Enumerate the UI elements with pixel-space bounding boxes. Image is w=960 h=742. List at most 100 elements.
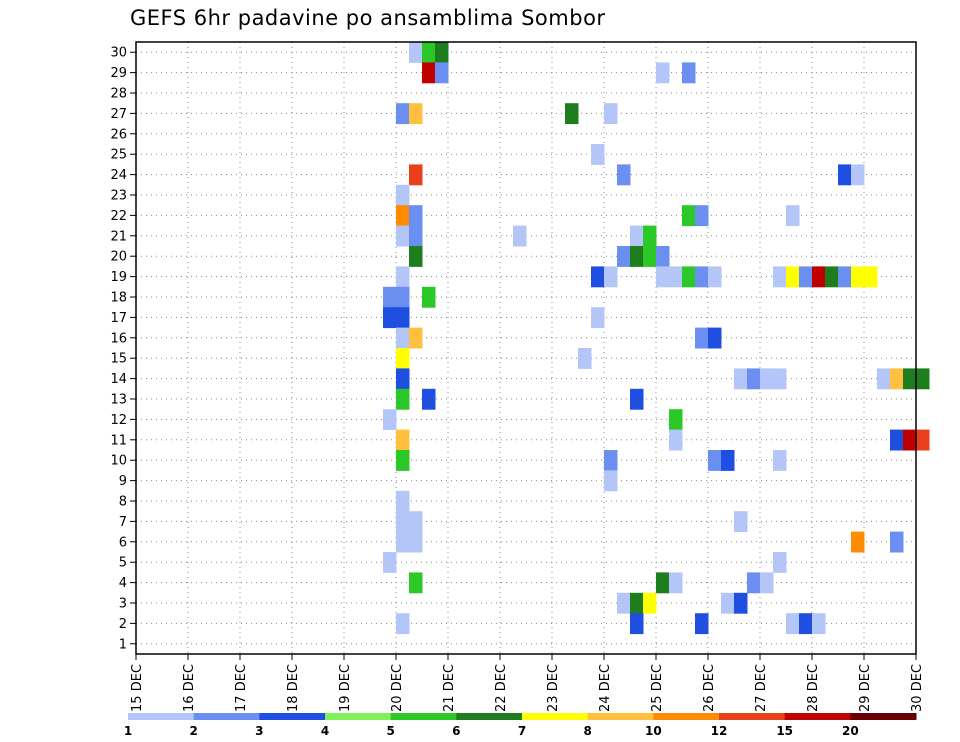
heatmap-cell xyxy=(396,490,410,512)
heatmap-cell xyxy=(695,613,709,635)
heatmap-cell xyxy=(409,572,423,594)
heatmap-cell xyxy=(708,450,722,471)
colorbar-label: 4 xyxy=(321,724,329,738)
heatmap-cell xyxy=(383,307,397,329)
heatmap-cell xyxy=(773,552,787,573)
heatmap-cell xyxy=(851,164,865,186)
heatmap-cell xyxy=(565,103,579,125)
heatmap-cell xyxy=(591,266,605,288)
y-tick-label: 11 xyxy=(110,433,127,448)
x-tick-label: 18 DEC xyxy=(286,664,301,712)
heatmap-cell xyxy=(890,531,904,553)
x-tick-label: 29 DEC xyxy=(858,664,873,712)
heatmap-cell xyxy=(786,205,800,227)
colorbar-label: 3 xyxy=(255,724,263,738)
colorbar-swatch xyxy=(522,713,589,720)
y-tick-label: 29 xyxy=(110,66,127,81)
heatmap-cell xyxy=(409,205,423,227)
heatmap-cell xyxy=(773,450,787,471)
heatmap-cell xyxy=(396,450,410,471)
heatmap-cell xyxy=(396,103,410,125)
plot-frame xyxy=(135,41,917,655)
heatmap-cell xyxy=(669,429,683,451)
heatmap-cell xyxy=(825,266,839,288)
heatmap-cell xyxy=(630,592,644,614)
colorbar-label: 15 xyxy=(776,724,793,738)
heatmap-cell xyxy=(812,266,826,288)
heatmap-cell xyxy=(903,429,917,451)
chart-title: GEFS 6hr padavine po ansamblima Sombor xyxy=(130,6,606,30)
y-tick-label: 13 xyxy=(110,393,127,408)
heatmap-cell xyxy=(669,409,683,431)
heatmap-cell xyxy=(422,388,436,410)
heatmap-cell xyxy=(695,327,709,349)
colorbar-swatch xyxy=(719,713,786,720)
heatmap-cell xyxy=(604,470,618,492)
heatmap-cell xyxy=(630,246,644,267)
heatmap-cell xyxy=(656,246,670,267)
heatmap-cell xyxy=(851,266,865,288)
heatmap-cell xyxy=(396,266,410,288)
heatmap-cell xyxy=(669,572,683,594)
y-tick-label: 4 xyxy=(119,576,127,591)
heatmap-cell xyxy=(383,286,397,308)
heatmap-cell xyxy=(799,266,813,288)
heatmap-cell xyxy=(396,531,410,553)
heatmap-cell xyxy=(734,511,748,533)
y-tick-label: 10 xyxy=(110,454,127,469)
y-tick-label: 16 xyxy=(110,331,127,346)
x-tick-label: 27 DEC xyxy=(754,664,769,712)
heatmap-cell xyxy=(578,348,592,369)
heatmap-cell xyxy=(695,266,709,288)
heatmap-cell xyxy=(773,266,787,288)
y-tick-label: 28 xyxy=(110,87,127,102)
colorbar-swatch xyxy=(193,713,260,720)
colorbar-label: 6 xyxy=(452,724,460,738)
heatmap-cell xyxy=(396,286,410,308)
heatmap-cell xyxy=(396,368,410,390)
colorbar-label: 10 xyxy=(645,724,662,738)
y-tick-label: 8 xyxy=(119,495,127,510)
heatmap-cell xyxy=(799,613,813,635)
colorbar-label: 5 xyxy=(386,724,394,738)
heatmap-cell xyxy=(864,266,878,288)
colorbar-swatch xyxy=(653,713,720,720)
heatmap-cell xyxy=(838,266,852,288)
x-tick-label: 21 DEC xyxy=(442,664,457,712)
heatmap-cell xyxy=(747,572,761,594)
x-tick-label: 24 DEC xyxy=(598,664,613,712)
heatmap-cell xyxy=(422,42,436,63)
heatmap-cell xyxy=(721,592,735,614)
x-tick-label: 22 DEC xyxy=(494,664,509,712)
heatmap-cell xyxy=(838,164,852,186)
colorbar-swatch xyxy=(259,713,326,720)
x-tick-label: 17 DEC xyxy=(234,664,249,712)
colorbar-label: 20 xyxy=(842,724,859,738)
y-tick-label: 3 xyxy=(119,597,127,612)
heatmap-cell xyxy=(773,368,787,390)
y-tick-label: 5 xyxy=(119,556,127,571)
heatmap-cell xyxy=(396,205,410,227)
heatmap-cell xyxy=(890,429,904,451)
y-tick-label: 22 xyxy=(110,209,127,224)
heatmap-cell xyxy=(656,62,670,84)
heatmap-cell xyxy=(630,225,644,247)
heatmap-cell xyxy=(630,613,644,635)
colorbar-swatch xyxy=(390,713,457,720)
heatmap-cell xyxy=(396,613,410,635)
colorbar-label: 2 xyxy=(189,724,197,738)
heatmap-cell xyxy=(656,572,670,594)
y-tick-label: 21 xyxy=(110,229,127,244)
heatmap-cell xyxy=(409,511,423,533)
y-tick-label: 24 xyxy=(110,168,127,183)
x-tick-label: 26 DEC xyxy=(702,664,717,712)
heatmap-cell xyxy=(734,368,748,390)
heatmap-cell xyxy=(396,511,410,533)
heatmap-cell xyxy=(643,592,657,614)
heatmap-cell xyxy=(669,266,683,288)
colorbar-swatch xyxy=(850,713,917,720)
heatmap-cell xyxy=(877,368,891,390)
heatmap-cell xyxy=(760,368,774,390)
heatmap-cell xyxy=(695,205,709,227)
